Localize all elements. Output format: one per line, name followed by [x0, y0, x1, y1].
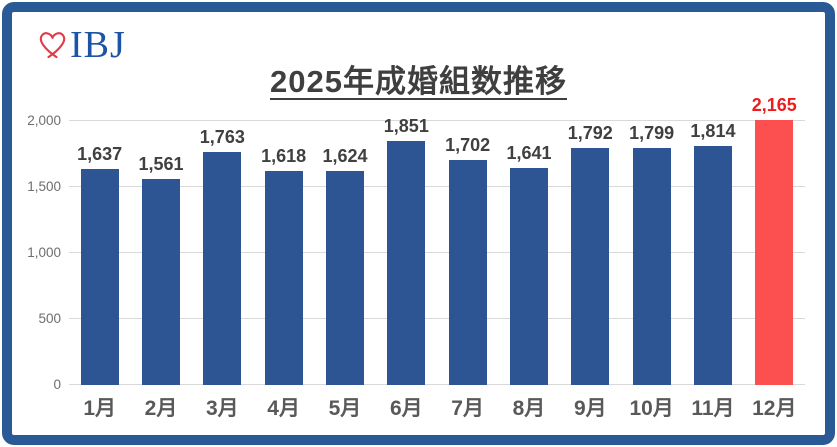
bar-column: 1,702: [437, 95, 498, 385]
month-label: 7月: [451, 397, 484, 420]
month-label: 10月: [629, 397, 674, 420]
chart-title: 2025年成婚組数推移: [270, 64, 567, 99]
y-tick-label: 500: [38, 311, 61, 326]
bar-column: 1,624: [314, 95, 375, 385]
bar-value-label: 1,702: [445, 135, 491, 155]
y-tick-label: 2,000: [27, 113, 61, 128]
bars: 1,637 1,561 1,763 1,618 1,624 1,851 1,702 1,641…: [69, 95, 805, 385]
bar-value-label: 1,561: [138, 154, 184, 174]
y-gridline: [69, 120, 805, 121]
month-label: 3月: [205, 397, 239, 420]
x-axis-labels: 1月 2月 3月 4月 5月 6月 7月 8月 9月 10月 11月 12月: [69, 392, 805, 422]
month-label: 12月: [752, 397, 797, 420]
bar-value-label: 1,637: [77, 144, 123, 164]
bar: [755, 120, 794, 385]
bar: [693, 146, 732, 385]
month-label: 2月: [144, 397, 178, 420]
month-label: 6月: [389, 397, 423, 420]
y-tick-label: 1,500: [27, 179, 61, 194]
bar-value-label: 1,814: [690, 121, 736, 141]
y-gridline: [69, 186, 805, 187]
logo-text: IBJ: [70, 24, 126, 66]
bar-column: 1,792: [560, 95, 621, 385]
heart-icon: [38, 29, 67, 61]
chart-plot-area: 0 500 1,000 1,500 2,000 1,637 1,561 1,763 1,618…: [27, 95, 805, 392]
bar-column: 2,165: [744, 95, 805, 385]
bar-value-label: 1,792: [567, 123, 613, 143]
bar-column: 1,814: [682, 95, 743, 385]
bar-value-label: 1,763: [199, 127, 245, 147]
bar: [141, 179, 180, 385]
bar-value-label: 1,618: [261, 146, 307, 166]
month-label: 9月: [573, 397, 607, 420]
y-gridline: [69, 252, 805, 253]
bar-value-label: 1,851: [383, 116, 429, 136]
bar: [203, 152, 242, 385]
bar: [571, 148, 610, 385]
bar: [80, 169, 119, 385]
month-label: 4月: [267, 397, 300, 420]
ibj-logo: IBJ: [38, 26, 126, 64]
bar: [509, 168, 548, 385]
bar-column: 1,763: [192, 95, 253, 385]
bar-value-label: 1,799: [629, 123, 675, 143]
bar: [448, 160, 487, 385]
bar-value-label: 1,624: [322, 146, 368, 166]
bar: [264, 171, 303, 385]
month-label: 1月: [83, 397, 116, 420]
bar-column: 1,561: [130, 95, 191, 385]
month-label: 8月: [512, 397, 546, 420]
y-tick-label: 0: [53, 377, 61, 392]
bar-column: 1,799: [621, 95, 682, 385]
y-tick-label: 1,000: [27, 245, 61, 260]
bar: [632, 148, 671, 385]
bar-value-label: 1,641: [506, 143, 552, 163]
bar-value-label: 2,165: [751, 95, 797, 115]
month-label: 11月: [691, 397, 735, 420]
bar-column: 1,637: [69, 95, 130, 385]
bar: [325, 171, 364, 385]
bar-column: 1,641: [498, 95, 559, 385]
month-label: 5月: [328, 397, 362, 420]
bar-column: 1,618: [253, 95, 314, 385]
bar: [387, 141, 426, 385]
bar-column: 1,851: [376, 95, 437, 385]
y-gridline: [69, 318, 805, 319]
y-gridline: [69, 384, 805, 385]
